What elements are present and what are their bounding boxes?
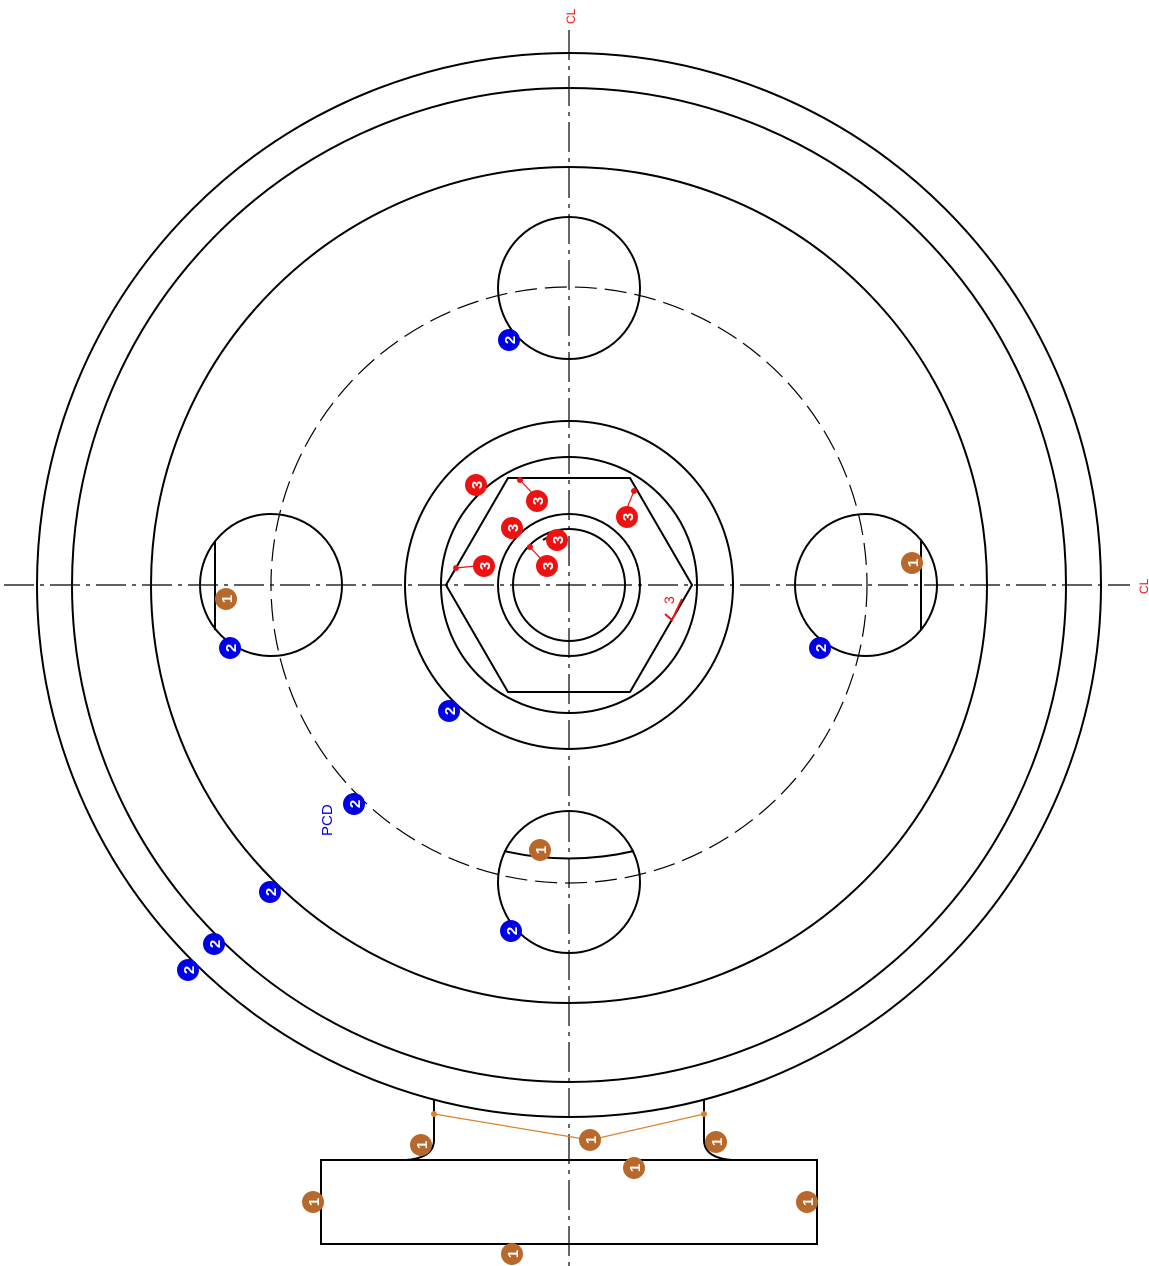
centerline-label-top: CL xyxy=(564,8,578,24)
bore-inner-circle xyxy=(512,528,626,642)
balloon-number: 1 xyxy=(627,1164,644,1172)
weld-fillet-right xyxy=(703,1100,733,1161)
surface-roughness-symbol: 3 xyxy=(661,596,683,622)
bolt-hole-bottom-flat xyxy=(503,850,635,860)
centerline-label-right: CL xyxy=(1137,578,1149,594)
balloon-number: 1 xyxy=(219,595,236,603)
balloon-number: 3 xyxy=(550,536,567,544)
hex-nut xyxy=(444,477,694,693)
balloon-number: 3 xyxy=(620,513,637,521)
balloon-2: 2 xyxy=(500,920,522,942)
hub-washer-circle xyxy=(440,456,698,714)
balloon-2: 2 xyxy=(259,881,281,903)
balloon-number: 2 xyxy=(263,888,280,896)
balloon-number: 1 xyxy=(905,559,922,567)
balloon-1: 1 xyxy=(705,1131,727,1153)
balloon-number: 2 xyxy=(502,336,519,344)
balloon-2: 2 xyxy=(177,959,199,981)
balloon-number: 3 xyxy=(530,497,547,505)
balloon-number: 1 xyxy=(800,1198,817,1206)
balloon-1: 1 xyxy=(302,1191,324,1213)
web-circle xyxy=(150,166,988,1004)
pcd-label: PCD xyxy=(319,804,336,836)
balloon-3: 3 xyxy=(616,506,638,528)
balloon-number: 2 xyxy=(347,800,364,808)
balloon-1: 1 xyxy=(579,1129,601,1151)
outer-rim-circle xyxy=(36,52,1102,1118)
balloon-number: 1 xyxy=(583,1136,600,1144)
balloon-number: 1 xyxy=(306,1198,323,1206)
balloon-1: 1 xyxy=(623,1157,645,1179)
hub-outer-circle xyxy=(404,420,734,750)
balloon-number: 3 xyxy=(540,562,557,570)
balloon-2: 2 xyxy=(438,700,460,722)
bolt-hole-bottom xyxy=(497,810,641,954)
balloon-number: 1 xyxy=(414,1141,431,1149)
balloon-number: 1 xyxy=(505,1250,522,1258)
balloon-1: 1 xyxy=(410,1134,432,1156)
balloon-3: 3 xyxy=(526,490,548,512)
bore-outer-circle xyxy=(497,513,641,657)
balloon-1: 1 xyxy=(501,1243,523,1265)
balloon-3: 3 xyxy=(473,555,495,577)
pitch-circle xyxy=(270,286,868,884)
balloon-1: 1 xyxy=(529,839,551,861)
balloon-3: 3 xyxy=(546,529,568,551)
balloon-3: 3 xyxy=(536,555,558,577)
balloon-1: 1 xyxy=(215,588,237,610)
balloon-2: 2 xyxy=(498,329,520,351)
balloon-number: 1 xyxy=(709,1138,726,1146)
surface-roughness-value: 3 xyxy=(661,596,677,604)
callout-balloons: 2 2 2 2 2 2 2 2 2 3 3 3 3 3 3 3 1 1 1 1 1 1 1 1 1 1 xyxy=(177,329,923,1265)
balloon-1: 1 xyxy=(796,1191,818,1213)
balloon-number: 2 xyxy=(223,644,240,652)
balloon-2: 2 xyxy=(219,637,241,659)
balloon-number: 2 xyxy=(207,940,224,948)
balloon-number: 2 xyxy=(442,707,459,715)
bolt-hole-top xyxy=(497,216,641,360)
balloon-number: 2 xyxy=(181,966,198,974)
balloon-2: 2 xyxy=(343,793,365,815)
balloon-number: 2 xyxy=(813,644,830,652)
balloon-number: 3 xyxy=(505,524,522,532)
balloon-2: 2 xyxy=(809,637,831,659)
bolt-hole-right xyxy=(794,513,938,657)
balloon-3: 3 xyxy=(465,474,487,496)
balloon-number: 2 xyxy=(504,927,521,935)
balloon-2: 2 xyxy=(203,933,225,955)
rim-inner-circle xyxy=(71,87,1067,1083)
balloon-3: 3 xyxy=(501,517,523,539)
bolt-hole-left xyxy=(199,513,343,657)
balloon-number: 3 xyxy=(469,481,486,489)
balloon-number: 3 xyxy=(477,562,494,570)
balloon-number: 1 xyxy=(533,846,550,854)
balloon-1: 1 xyxy=(901,552,923,574)
